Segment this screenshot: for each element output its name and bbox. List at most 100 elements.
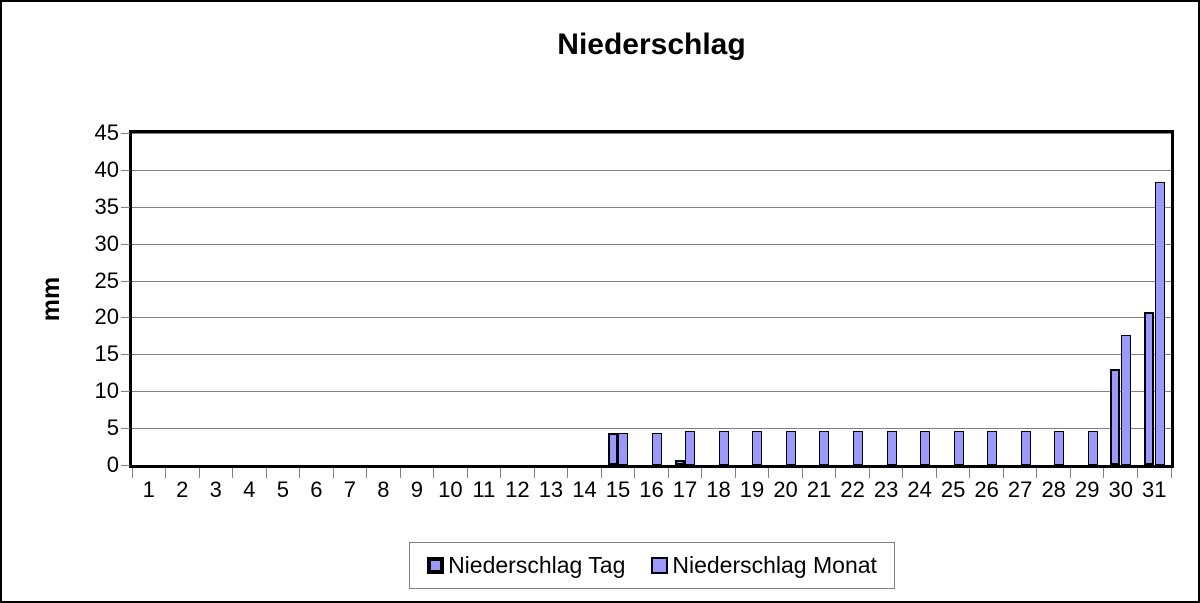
y-tick-label: 25 bbox=[94, 267, 119, 293]
x-tick-label: 11 bbox=[472, 477, 496, 502]
x-tick-mark bbox=[835, 468, 837, 478]
x-tick-mark bbox=[734, 468, 736, 478]
x-tick-label: 13 bbox=[538, 477, 564, 502]
bar-niederschlag-monat bbox=[752, 431, 763, 465]
x-tick-mark bbox=[1170, 468, 1172, 478]
bar-niederschlag-monat bbox=[651, 432, 662, 465]
y-tick-label: 35 bbox=[94, 193, 119, 219]
x-tick-mark bbox=[366, 468, 368, 478]
bar-niederschlag-monat bbox=[953, 431, 964, 465]
gridline bbox=[132, 243, 1171, 245]
x-tick-mark bbox=[1136, 468, 1138, 478]
x-tick-mark bbox=[600, 468, 602, 478]
x-tick-mark bbox=[265, 468, 267, 478]
y-tick-mark bbox=[121, 133, 130, 134]
x-tick-label: 17 bbox=[672, 477, 698, 502]
x-tick-label: 15 bbox=[605, 477, 631, 502]
gridline bbox=[132, 391, 1171, 393]
legend-label-tag: Niederschlag Tag bbox=[448, 552, 626, 578]
plot-inner bbox=[132, 133, 1171, 465]
gridline bbox=[132, 317, 1171, 319]
bar-niederschlag-monat bbox=[785, 431, 796, 465]
y-tick-label: 45 bbox=[94, 120, 119, 145]
x-tick-label: 10 bbox=[438, 477, 463, 502]
legend: Niederschlag Tag Niederschlag Monat bbox=[409, 542, 895, 589]
y-tick-label: 40 bbox=[94, 156, 119, 182]
x-tick-label: 2 bbox=[176, 477, 189, 502]
x-tick-mark bbox=[299, 468, 301, 478]
bar-niederschlag-monat bbox=[1121, 335, 1132, 465]
bar-niederschlag-monat bbox=[685, 431, 696, 465]
y-tick-mark bbox=[121, 317, 130, 319]
gridline bbox=[132, 206, 1171, 208]
y-tick-mark bbox=[121, 428, 130, 430]
legend-label-monat: Niederschlag Monat bbox=[672, 552, 877, 578]
y-tick-label: 30 bbox=[94, 230, 119, 256]
gridline bbox=[132, 428, 1171, 430]
legend-swatch-monat-icon bbox=[651, 557, 669, 574]
x-tick-mark bbox=[131, 468, 133, 478]
bar-niederschlag-monat bbox=[618, 432, 629, 465]
x-tick-label: 26 bbox=[974, 477, 999, 502]
chart-title: Niederschlag bbox=[557, 28, 746, 61]
x-tick-label: 5 bbox=[276, 477, 289, 502]
bar-niederschlag-monat bbox=[920, 431, 931, 465]
x-tick-label: 31 bbox=[1141, 477, 1167, 502]
x-tick-label: 6 bbox=[310, 477, 323, 502]
x-tick-mark bbox=[466, 468, 468, 478]
x-tick-label: 23 bbox=[873, 477, 899, 502]
x-tick-label: 1 bbox=[142, 477, 155, 502]
x-tick-label: 24 bbox=[907, 477, 932, 502]
x-tick-mark bbox=[198, 468, 200, 478]
y-tick-mark bbox=[121, 169, 130, 171]
legend-item-monat: Niederschlag Monat bbox=[651, 552, 877, 579]
x-tick-label: 20 bbox=[773, 477, 798, 502]
x-tick-label: 30 bbox=[1108, 477, 1133, 502]
x-tick-mark bbox=[801, 468, 803, 478]
x-tick-mark bbox=[232, 468, 234, 478]
x-tick-label: 8 bbox=[377, 477, 390, 502]
x-tick-label: 14 bbox=[572, 477, 597, 502]
x-tick-mark bbox=[567, 468, 569, 478]
x-tick-label: 28 bbox=[1041, 477, 1066, 502]
y-tick-label: 15 bbox=[94, 341, 119, 367]
x-tick-mark bbox=[768, 468, 770, 478]
x-tick-label: 12 bbox=[505, 477, 530, 502]
plot-area bbox=[129, 130, 1174, 468]
x-tick-mark bbox=[1036, 468, 1038, 478]
x-tick-label: 27 bbox=[1007, 477, 1033, 502]
y-tick-mark bbox=[121, 243, 130, 245]
bar-niederschlag-monat bbox=[987, 431, 998, 465]
y-tick-mark bbox=[121, 206, 130, 208]
x-tick-label: 22 bbox=[840, 477, 865, 502]
x-tick-mark bbox=[935, 468, 937, 478]
y-tick-label: 5 bbox=[106, 415, 119, 441]
x-tick-label: 3 bbox=[209, 477, 222, 502]
gridline bbox=[132, 133, 1171, 134]
gridline bbox=[132, 354, 1171, 356]
x-tick-mark bbox=[634, 468, 636, 478]
gridline bbox=[132, 280, 1171, 282]
x-tick-label: 25 bbox=[940, 477, 966, 502]
gridline bbox=[132, 169, 1171, 171]
x-tick-label: 7 bbox=[343, 477, 356, 502]
bar-niederschlag-monat bbox=[1054, 431, 1065, 465]
x-tick-mark bbox=[868, 468, 870, 478]
x-tick-mark bbox=[701, 468, 703, 478]
bar-niederschlag-monat bbox=[819, 431, 830, 465]
legend-swatch-tag-icon bbox=[427, 557, 445, 574]
x-tick-mark bbox=[902, 468, 904, 478]
x-tick-mark bbox=[500, 468, 502, 478]
y-tick-mark bbox=[121, 391, 130, 393]
x-tick-label: 9 bbox=[410, 477, 423, 502]
legend-item-tag: Niederschlag Tag bbox=[427, 552, 625, 579]
x-tick-label: 18 bbox=[706, 477, 731, 502]
x-tick-mark bbox=[332, 468, 334, 478]
x-tick-label: 4 bbox=[243, 477, 256, 502]
y-tick-mark bbox=[121, 280, 130, 282]
bar-niederschlag-monat bbox=[1154, 181, 1165, 465]
bar-niederschlag-tag bbox=[1143, 311, 1154, 465]
x-tick-mark bbox=[969, 468, 971, 478]
x-tick-mark bbox=[1069, 468, 1071, 478]
